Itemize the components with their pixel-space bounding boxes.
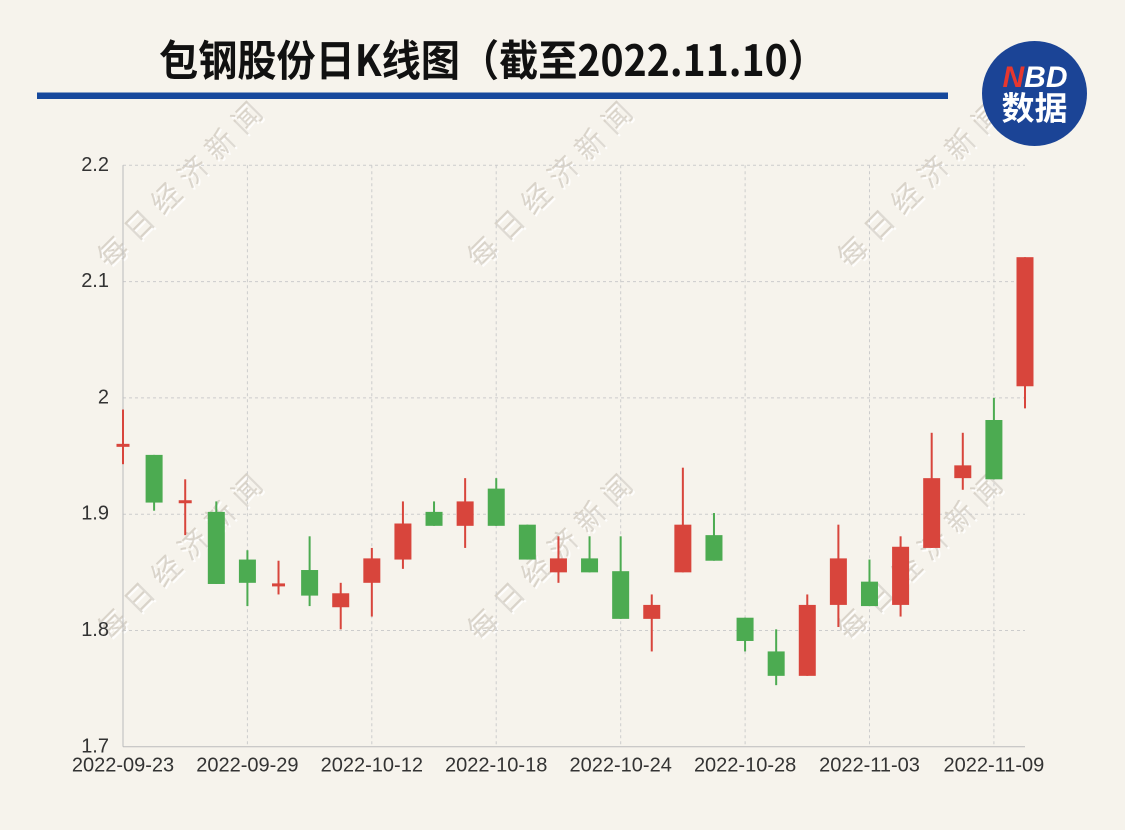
svg-text:2022-10-18: 2022-10-18 bbox=[445, 755, 547, 777]
svg-text:2022-11-09: 2022-11-09 bbox=[943, 755, 1044, 777]
svg-text:2022-10-28: 2022-10-28 bbox=[694, 755, 796, 777]
svg-text:2022-10-24: 2022-10-24 bbox=[570, 755, 672, 777]
svg-text:2: 2 bbox=[98, 386, 109, 408]
svg-text:1.9: 1.9 bbox=[81, 503, 109, 525]
svg-text:2022-09-23: 2022-09-23 bbox=[72, 755, 174, 777]
svg-text:2.1: 2.1 bbox=[81, 270, 109, 292]
svg-text:NBD: NBD bbox=[1002, 61, 1067, 94]
svg-text:2022-09-29: 2022-09-29 bbox=[196, 755, 298, 777]
svg-text:1.7: 1.7 bbox=[81, 735, 109, 757]
svg-text:2022-11-03: 2022-11-03 bbox=[819, 755, 920, 777]
svg-text:2.2: 2.2 bbox=[81, 154, 109, 176]
svg-text:2022-10-12: 2022-10-12 bbox=[321, 755, 423, 777]
svg-text:1.8: 1.8 bbox=[81, 619, 109, 641]
